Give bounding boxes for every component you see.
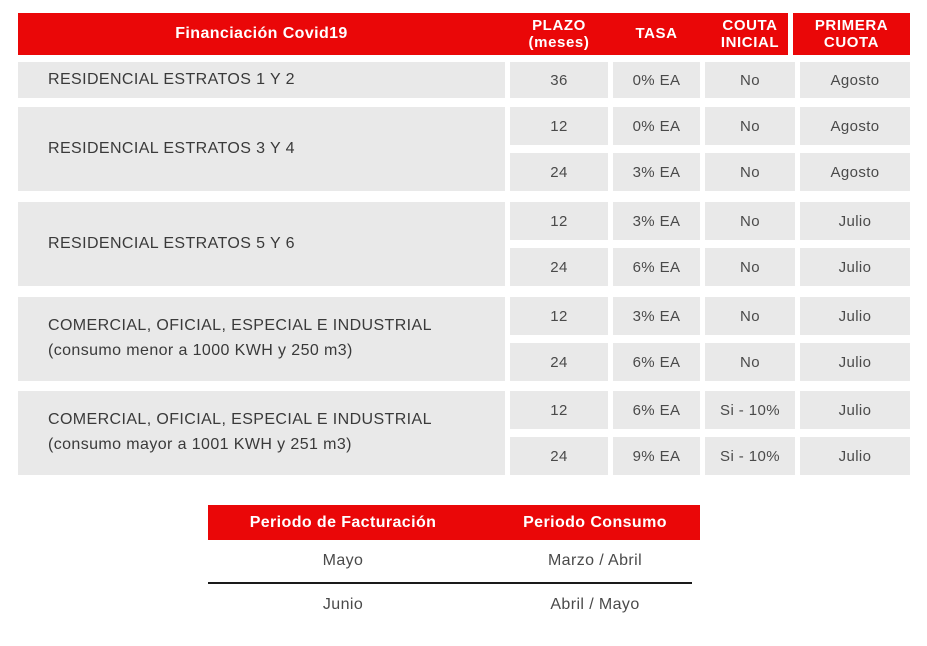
table-title-text: Financiación Covid19 [175,24,348,42]
header-tasa: TASA [613,13,700,55]
category-cell: RESIDENCIAL ESTRATOS 5 Y 6 [18,202,505,286]
cell-tasa: 3% EA [613,297,700,335]
cell-couta-inicial: No [705,107,795,145]
table-title: Financiación Covid19 [18,13,505,55]
cell-plazo: 12 [510,107,608,145]
category-subtext: (consumo menor a 1000 KWH y 250 m3) [48,342,353,359]
cell-tasa: 9% EA [613,437,700,475]
category-cell: COMERCIAL, OFICIAL, ESPECIAL E INDUSTRIA… [18,391,505,475]
financing-header-bar [18,13,788,55]
cell-primera-cuota: Julio [800,343,910,381]
financing-header-bar-last [793,13,910,55]
cell-plazo: 12 [510,391,608,429]
header-plazo-line2: (meses) [528,34,590,51]
period-table-header-bar [208,505,700,540]
category-text: COMERCIAL, OFICIAL, ESPECIAL E INDUSTRIA… [48,411,432,429]
cell-tasa: 0% EA [613,107,700,145]
cell-tasa: 6% EA [613,248,700,286]
header-couta-inicial: COUTA INICIAL [705,13,795,55]
cell-couta-inicial: Si - 10% [705,437,795,475]
cell-primera-cuota: Julio [800,391,910,429]
header-primera-line1: PRIMERA [814,16,889,34]
cell-tasa: 6% EA [613,343,700,381]
cell-couta-inicial: No [705,297,795,335]
header-couta-line1: COUTA [722,16,778,34]
cell-tasa: 3% EA [613,153,700,191]
category-cell: COMERCIAL, OFICIAL, ESPECIAL E INDUSTRIA… [18,297,505,381]
cell-primera-cuota: Julio [800,202,910,240]
category-subtext: (consumo mayor a 1001 KWH y 251 m3) [48,436,352,453]
cell-tasa: 3% EA [613,202,700,240]
cell-plazo: 24 [510,437,608,475]
cell-plazo: 24 [510,248,608,286]
cell-primera-cuota: Agosto [800,153,910,191]
period-table-divider [208,582,692,584]
cell-primera-cuota: Agosto [800,62,910,98]
cell-tasa: 0% EA [613,62,700,98]
header-periodo-facturacion: Periodo de Facturación [249,513,437,531]
cell-couta-inicial: No [705,202,795,240]
cell-primera-cuota: Julio [800,437,910,475]
cell-couta-inicial: Si - 10% [705,391,795,429]
cell-primera-cuota: Agosto [800,107,910,145]
cell-primera-cuota: Julio [800,297,910,335]
category-text: RESIDENCIAL ESTRATOS 3 Y 4 [48,139,295,157]
header-couta-line2: INICIAL [720,34,780,51]
cell-tasa: 6% EA [613,391,700,429]
cell-plazo: 24 [510,153,608,191]
cell-periodo-facturacion: Mayo [322,552,364,569]
header-primera-line2: CUOTA [823,34,880,51]
category-text: RESIDENCIAL ESTRATOS 5 Y 6 [48,234,295,252]
cell-plazo: 36 [510,62,608,98]
category-text: RESIDENCIAL ESTRATOS 1 Y 2 [48,70,295,88]
cell-couta-inicial: No [705,248,795,286]
cell-couta-inicial: No [705,153,795,191]
header-periodo-consumo: Periodo Consumo [523,513,667,531]
cell-plazo: 12 [510,297,608,335]
category-cell: RESIDENCIAL ESTRATOS 1 Y 2 [18,62,505,98]
header-plazo-line1: PLAZO [532,16,586,34]
header-tasa-line1: TASA [635,25,678,43]
header-plazo: PLAZO (meses) [510,13,608,55]
cell-plazo: 24 [510,343,608,381]
cell-couta-inicial: No [705,343,795,381]
cell-couta-inicial: No [705,62,795,98]
cell-periodo-consumo: Abril / Mayo [550,596,640,613]
cell-plazo: 12 [510,202,608,240]
cell-periodo-consumo: Marzo / Abril [547,552,643,569]
category-text: COMERCIAL, OFICIAL, ESPECIAL E INDUSTRIA… [48,317,432,335]
cell-primera-cuota: Julio [800,248,910,286]
category-cell: RESIDENCIAL ESTRATOS 3 Y 4 [18,107,505,191]
cell-periodo-facturacion: Junio [322,596,364,613]
header-primera-cuota: PRIMERA CUOTA [793,13,910,55]
